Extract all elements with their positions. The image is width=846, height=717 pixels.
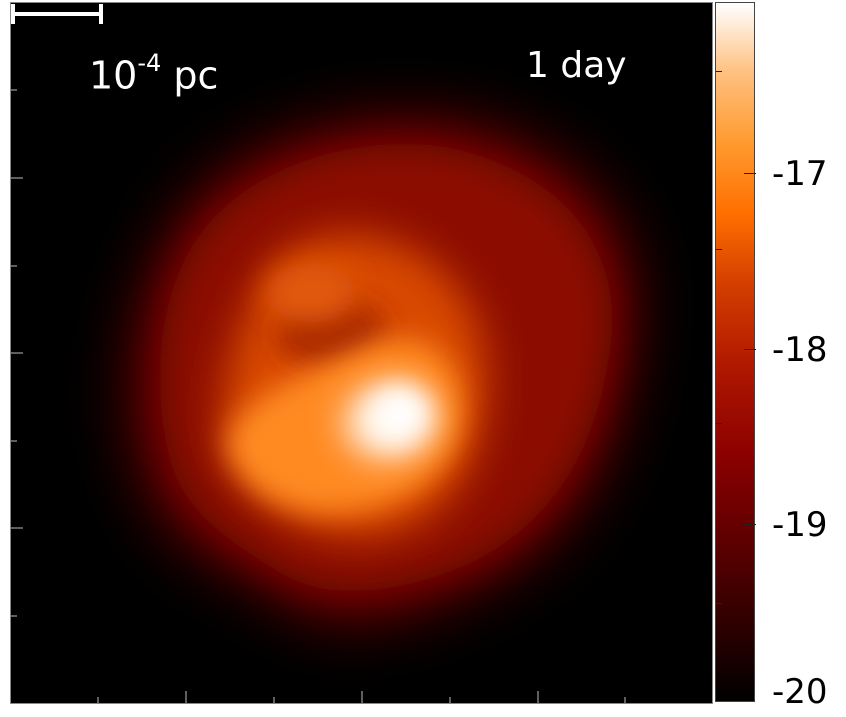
colorbar (715, 2, 756, 702)
colorbar-label: -17 (772, 154, 828, 194)
colorbar-minor-tick (716, 603, 722, 604)
colorbar-minor-tick (716, 71, 722, 72)
colorbar-minor-tick (716, 423, 722, 424)
scale-bar (11, 4, 103, 24)
colorbar-tick (744, 524, 756, 525)
bright-core (226, 338, 462, 513)
colorbar-label: -18 (772, 330, 828, 370)
scale-bar-label: 10-4 pc (89, 49, 219, 98)
density-map-panel: 10-4 pc 1 day (10, 2, 713, 704)
colorbar-minor-tick (716, 249, 722, 250)
colorbar-tick (744, 173, 756, 174)
colorbar-tick (744, 349, 756, 350)
time-label: 1 day (526, 45, 627, 86)
colorbar-label: -19 (772, 505, 828, 545)
density-map (11, 89, 639, 703)
colorbar-label: -20 (772, 672, 828, 712)
axis-ticks (11, 89, 626, 703)
